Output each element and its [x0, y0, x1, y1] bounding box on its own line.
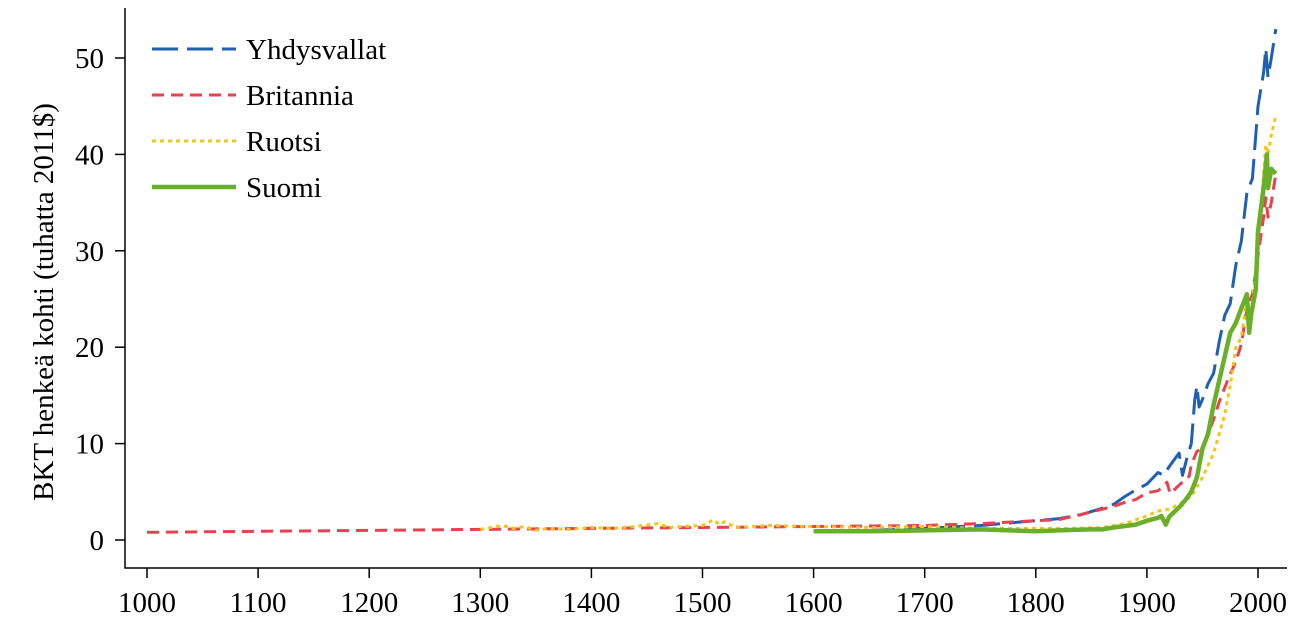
x-tick-label: 1100 — [230, 587, 287, 617]
y-tick-label: 0 — [90, 525, 105, 557]
x-tick-label: 1400 — [562, 587, 620, 617]
legend-label-britannia: Britannia — [246, 80, 354, 112]
legend-label-ruotsi: Ruotsi — [246, 126, 322, 158]
y-tick-label: 40 — [75, 139, 104, 171]
series-line-suomi — [813, 152, 1278, 534]
y-tick-label: 30 — [75, 236, 104, 268]
axes: 1000 1100 1200 1300 1400 1500 1600 1700 1800 1900… — [75, 8, 1287, 617]
legend-label-yhdysvallat: Yhdysvallat — [246, 34, 386, 66]
x-tick-label: 1300 — [451, 587, 509, 617]
x-tick-label: 1000 — [118, 587, 176, 617]
x-tick-label: 1800 — [1007, 587, 1065, 617]
series-line-britannia — [146, 173, 1278, 534]
series-line-yhdysvallat — [869, 28, 1278, 532]
y-tick-label: 20 — [75, 332, 104, 364]
x-tick-label: 1700 — [896, 587, 954, 617]
legend: Yhdysvallat Britannia Ruotsi Suomi — [152, 34, 386, 204]
x-tick-label: 1600 — [785, 587, 843, 617]
x-tick-label: 2000 — [1229, 587, 1287, 617]
legend-label-suomi: Suomi — [246, 172, 322, 204]
y-axis-title: BKT henkeä kohti (tuhatta 2011$) — [28, 103, 60, 501]
series-line-ruotsi — [480, 115, 1278, 532]
x-tick-label: 1500 — [674, 587, 732, 617]
y-tick-label: 50 — [75, 43, 104, 75]
series-layer — [146, 28, 1278, 534]
x-tick-label: 1900 — [1118, 587, 1176, 617]
x-tick-label: 1200 — [340, 587, 398, 617]
y-tick-label: 10 — [75, 429, 104, 461]
